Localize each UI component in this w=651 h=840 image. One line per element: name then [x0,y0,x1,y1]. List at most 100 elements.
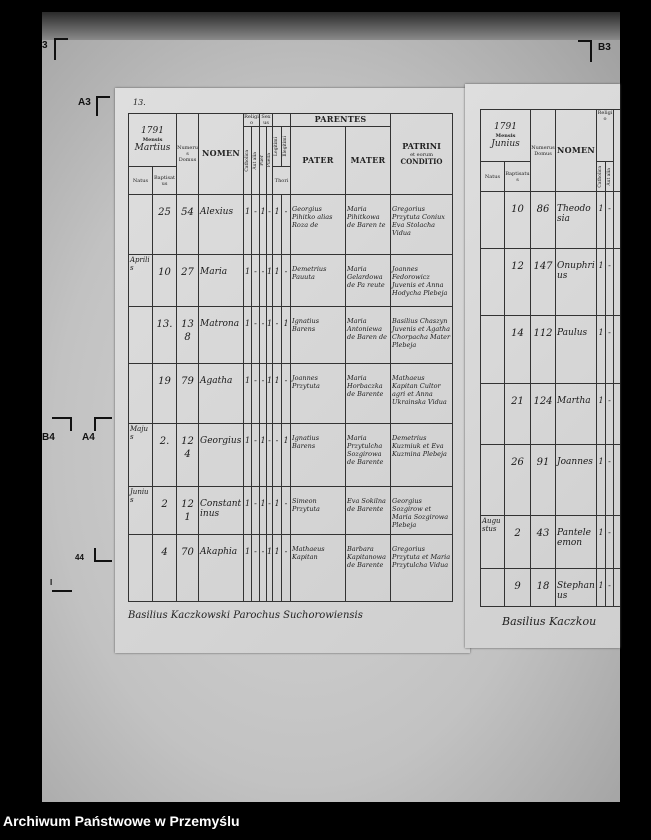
table-row: 19 79 Agatha 1- -1 1- Joannes Przytuta Maria Ho… [128,363,454,424]
table-row: Augustus 2 43 Panteleemon 1- [480,515,620,569]
nomen-cell: Martha [555,383,597,445]
legitimi-cell: 1 [272,534,283,602]
domus-cell: 43 [530,515,556,569]
nomen-cell: Panteleemon [555,515,597,569]
pater-cell: Mathaeus Kapitan [290,534,347,602]
pater-cell: Georgius Pihitko alias Roza de [290,194,347,255]
parentes-header: PARENTES [290,113,392,127]
table-row: 9 18 Stephanus 1- [480,568,620,607]
aut-alia-cell: - [604,248,615,316]
cut-off-cell [613,515,620,569]
aut-alia-cell: - [251,363,261,424]
illegitimi-cell: - [281,534,292,602]
year: 1791 [141,126,164,137]
patrini-header: PATRINI et eorum CONDITIO [390,113,454,195]
baptisatus-cell: 2 [504,515,531,569]
patrini-sub: et eorum [410,151,433,158]
pater-cell: Joannes Przytuta [290,363,347,424]
pater-cell: Ignatius Barens [290,423,347,487]
catholica-cell: 1 [243,254,253,307]
mater-cell: Maria Gelardowa de Pa reute [345,254,392,307]
mater-cell: Eva Sokilna de Barente [345,486,392,535]
corner-bracket [578,40,592,62]
nomen-header: NOMEN [198,113,245,195]
cut-off-cell [613,444,620,516]
cut-off-cell [613,191,620,249]
natus-cell [480,191,505,249]
table-row: 21 124 Martha 1- [480,383,620,445]
mater-header: MATER [345,126,392,195]
catholica-cell: 1 [243,486,253,535]
mensis-value: Junius [491,138,520,149]
catholica-cell: 1 [596,191,606,249]
illegitimi-cell: 1 [281,423,292,487]
corner-bracket [94,548,112,562]
pater-cell: Ignatius Barens [290,306,347,364]
frame-mark-left-lower: I [50,578,53,587]
baptisatus-cell: 10 [151,254,178,307]
aut-alia-cell: - [604,568,615,607]
aut-alia-cell: - [604,315,615,384]
puer-cell: - [259,306,268,364]
catholica-cell: 1 [596,568,606,607]
archive-credit: Archiwum Państwowe w Przemyślu [3,813,240,829]
month-label: Augustus [482,517,501,533]
priest-signature: Basilius Kaczkou [502,615,597,628]
table-row: 12 147 Onuphrius 1- [480,248,620,316]
nomen-cell: Matrona [198,306,245,364]
baptisatus-header: Baptisatus [504,161,531,192]
table-row: 26 91 Joannes 1- [480,444,620,516]
numerus-domus-header: Numerus Domus [530,109,556,192]
mensis-value: Martius [134,143,171,153]
frame-mark-top-right: B3 [598,42,611,53]
corner-bracket [96,96,110,116]
domus-cell: 138 [176,306,200,364]
domus-cell: 124 [176,423,200,487]
catholica-cell: 1 [596,248,606,316]
baptism-register-table: 1791 Mensis Martius Numerus Domus NOMEN … [127,113,454,602]
baptisatus-cell: 10 [504,191,531,249]
corner-bracket [52,417,72,431]
puer-cell: 1 [259,486,268,535]
natus-cell [480,568,505,607]
illegitimi-cell: - [281,254,292,307]
aut-alia-cell: - [251,306,261,364]
aut-alia-header: Aut alia [606,167,612,186]
domus-cell: 124 [530,383,556,445]
domus-cell: 18 [530,568,556,607]
legitimi-cell: - [272,423,283,487]
natus-cell [128,306,153,364]
religio-header: Religio [243,113,261,127]
nomen-cell: Onuphrius [555,248,597,316]
patrini-cell: Georgius Sozgirow et Maria Sozgirowa Ple… [390,486,454,535]
patrini-cell: Mathaeus Kapitan Cultor agri et Anna Ukr… [390,363,454,424]
baptisatus-cell: 26 [504,444,531,516]
domus-cell: 79 [176,363,200,424]
mater-cell: Maria Antoniewa de Baren de [345,306,392,364]
mensis-label: Mensis [495,132,516,139]
baptisatus-cell: 14 [504,315,531,384]
left-register-page: 13. 1791 Mensis Martius Numerus Domus NO… [115,88,470,653]
right-register-page: 1791 Mensis Junius Numerus Domus NOMEN R… [465,84,620,648]
illegitimi-cell: - [281,486,292,535]
illegitimi-header: Illegitimi [283,136,289,157]
table-row: Junius 2 121 Constantinus 1-1-1- Simeon Przyt… [128,486,454,535]
nomen-cell: Akaphia [198,534,245,602]
aut-alia-cell: - [251,534,261,602]
aut-alia-cell: - [604,515,615,569]
aut-alia-header: Aut alia [252,151,258,170]
legitimi-cell: 1 [272,363,283,424]
aut-alia-cell: - [251,486,261,535]
legitimacy-header-blank [272,113,292,127]
nomen-cell: Georgius [198,423,245,487]
natus-cell: Augustus [480,515,505,569]
mensis-label: Mensis [142,137,163,143]
baptisatus-cell: 25 [151,194,178,255]
domus-cell: 54 [176,194,200,255]
baptisatus-cell: 2. [151,423,178,487]
baptisatus-cell: 13. [151,306,178,364]
natus-cell [480,248,505,316]
nomen-cell: Stephanus [555,568,597,607]
pater-cell: Demetrius Pauuta [290,254,347,307]
aut-alia-cell: - [251,423,261,487]
